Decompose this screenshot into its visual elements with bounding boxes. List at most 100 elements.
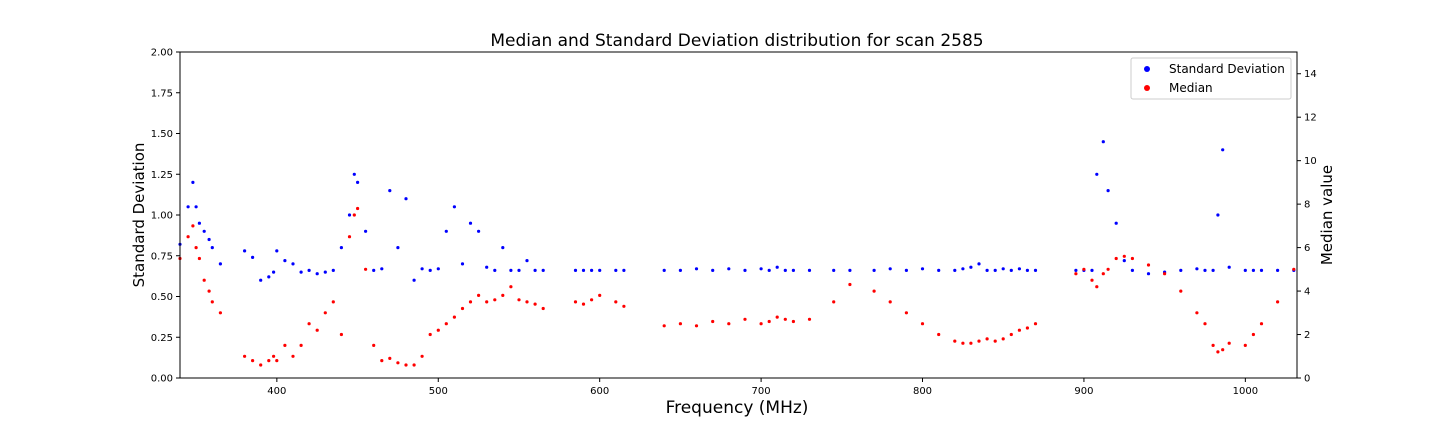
data-point (347, 235, 352, 239)
data-point (364, 229, 368, 233)
data-point (775, 315, 779, 319)
data-point (477, 229, 481, 233)
y-axis-label-right: Median value (1318, 165, 1336, 265)
data-point (404, 363, 408, 367)
data-point (259, 363, 263, 367)
data-point (380, 267, 384, 271)
data-point (573, 268, 578, 272)
data-point (590, 298, 594, 302)
data-point (352, 213, 356, 217)
data-point (1101, 140, 1105, 144)
y-right-tick-label: 12 (1304, 113, 1317, 124)
data-point (977, 262, 981, 266)
x-axis-label: Frequency (MHz) (666, 398, 809, 418)
data-point (218, 311, 222, 315)
y-left-tick-label: 1.25 (151, 170, 173, 181)
y-right-tick-label: 4 (1304, 287, 1310, 298)
data-point (372, 343, 376, 347)
data-point (969, 265, 973, 269)
data-point (1276, 268, 1280, 272)
y-right-tick-label: 14 (1304, 69, 1317, 80)
data-point (388, 189, 392, 193)
data-point (243, 354, 247, 358)
data-point (1221, 148, 1225, 152)
data-point (468, 300, 473, 304)
standard-deviation-series (178, 140, 1296, 282)
data-point (1114, 221, 1118, 225)
data-point (1114, 256, 1118, 261)
data-point (194, 246, 198, 250)
data-point (1090, 268, 1094, 272)
data-point (614, 300, 618, 304)
data-point (267, 275, 271, 279)
data-point (1243, 268, 1247, 272)
data-point (678, 268, 683, 272)
data-point (436, 267, 440, 271)
data-point (444, 322, 448, 326)
data-point (533, 302, 537, 306)
data-point (267, 359, 271, 363)
y-left-tick-label: 0.00 (151, 374, 173, 385)
y-left-tick-label: 0.25 (151, 333, 173, 344)
data-point (888, 300, 892, 304)
x-tick-label: 900 (1074, 386, 1093, 397)
data-point (590, 268, 594, 272)
data-point (783, 268, 787, 272)
data-point (1095, 285, 1099, 289)
data-point (509, 268, 513, 272)
data-point (622, 304, 626, 308)
legend: Standard Deviation Median (1130, 57, 1292, 100)
data-point (460, 262, 465, 266)
data-point (396, 246, 400, 250)
data-point (243, 249, 247, 253)
data-point (727, 322, 731, 326)
data-point (743, 268, 747, 272)
data-point (985, 268, 989, 272)
y-left-tick-label: 1.75 (151, 88, 173, 99)
data-point (1251, 268, 1255, 272)
data-point (767, 268, 771, 272)
legend-label-median: Median (1169, 81, 1213, 95)
data-point (920, 322, 925, 326)
data-point (372, 268, 376, 272)
data-point (299, 343, 303, 347)
data-point (186, 235, 190, 239)
data-point (331, 300, 335, 304)
data-point (872, 289, 876, 293)
data-point (711, 319, 715, 324)
data-point (711, 268, 715, 272)
data-point (783, 317, 787, 321)
data-point (1122, 259, 1126, 263)
x-axis-ticks: 400 500 600 700 800 900 1000 (267, 378, 1258, 397)
data-point (961, 267, 965, 271)
legend-label-standard-deviation: Standard Deviation (1169, 62, 1285, 76)
data-point (283, 259, 287, 263)
data-point (1216, 350, 1220, 354)
data-point (412, 278, 416, 282)
data-point (272, 270, 276, 274)
x-tick-label: 600 (590, 386, 609, 397)
data-point (1179, 289, 1183, 293)
data-point (412, 363, 416, 367)
data-point (186, 205, 190, 209)
data-point (347, 213, 352, 217)
data-point (525, 259, 529, 263)
data-point (420, 267, 424, 271)
data-point (420, 354, 424, 358)
data-point (388, 356, 392, 360)
data-point (662, 324, 666, 328)
data-point (1090, 278, 1094, 282)
y-left-tick-label: 1.50 (151, 129, 173, 140)
x-tick-label: 1000 (1233, 386, 1258, 397)
data-point (993, 268, 997, 272)
data-point (207, 237, 211, 242)
data-point (485, 265, 489, 269)
data-point (848, 282, 852, 287)
data-point (993, 339, 997, 343)
data-point (299, 270, 303, 274)
x-tick-label: 400 (267, 386, 286, 397)
data-point (428, 268, 432, 272)
data-point (1074, 272, 1078, 276)
data-point (1130, 256, 1134, 261)
